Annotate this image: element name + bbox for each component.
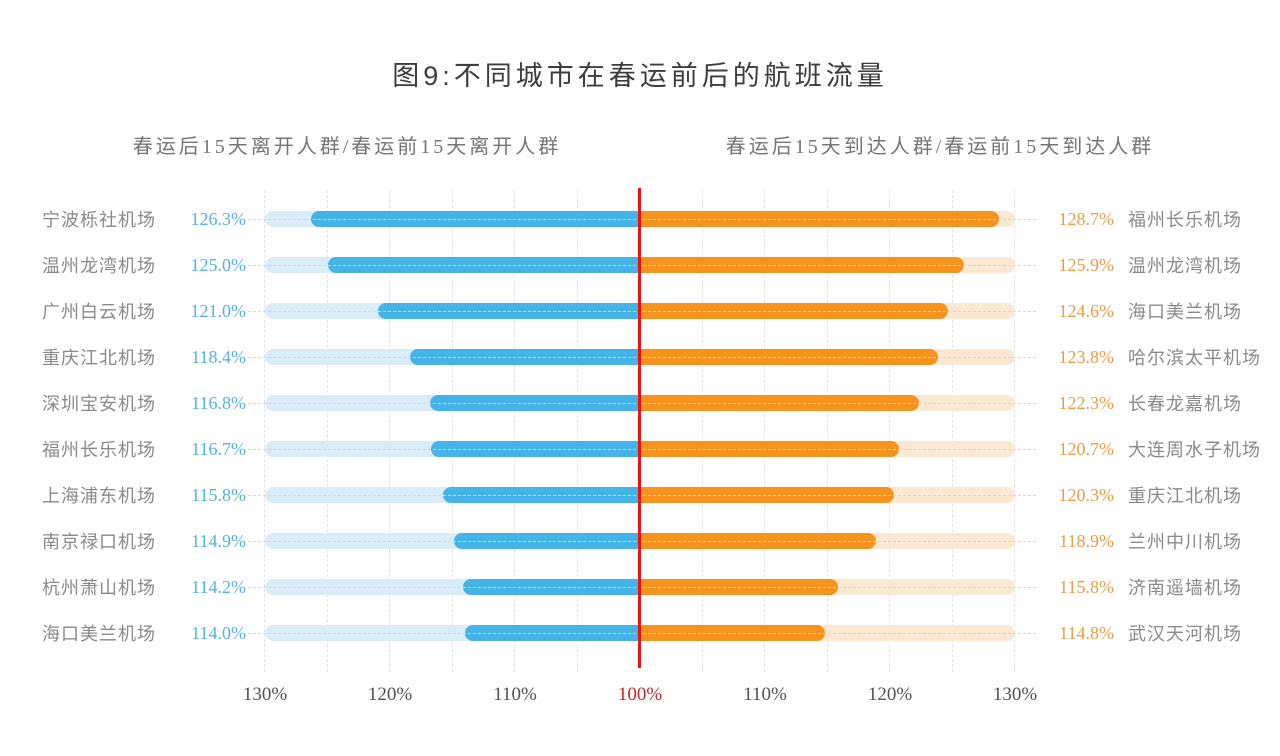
chart-row: 广州白云机场 121.0% 124.6% 海口美兰机场 (0, 288, 1280, 334)
left-value-label: 121.0% (190, 300, 247, 321)
right-value-label: 120.3% (1058, 484, 1115, 505)
left-airport-label: 广州白云机场 (42, 302, 156, 322)
chart-row: 福州长乐机场 116.7% 120.7% 大连周水子机场 (0, 426, 1280, 472)
left-value-label: 125.0% (190, 254, 247, 275)
right-value-label: 125.9% (1058, 254, 1115, 275)
chart-row: 上海浦东机场 115.8% 120.3% 重庆江北机场 (0, 472, 1280, 518)
right-airport-label: 重庆江北机场 (1128, 486, 1242, 506)
left-value-label: 116.7% (191, 438, 246, 459)
left-airport-label: 深圳宝安机场 (42, 394, 156, 414)
x-axis-tick: 120% (367, 684, 413, 705)
right-value-label: 122.3% (1058, 392, 1115, 413)
chart-row: 宁波栎社机场 126.3% 128.7% 福州长乐机场 (0, 196, 1280, 242)
chart-row: 重庆江北机场 118.4% 123.8% 哈尔滨太平机场 (0, 334, 1280, 380)
row-guide-dashed-line (248, 357, 1036, 358)
x-axis-tick: 110% (743, 684, 787, 705)
chart-row: 南京禄口机场 114.9% 118.9% 兰州中川机场 (0, 518, 1280, 564)
left-airport-label: 宁波栎社机场 (42, 210, 156, 230)
left-airport-label: 重庆江北机场 (42, 348, 156, 368)
row-guide-dashed-line (248, 219, 1036, 220)
left-value-label: 126.3% (190, 208, 247, 229)
right-airport-label: 福州长乐机场 (1128, 210, 1242, 230)
row-guide-dashed-line (248, 633, 1036, 634)
gridline (951, 190, 953, 672)
left-series-subtitle: 春运后15天离开人群/春运前15天离开人群 (132, 136, 562, 158)
right-series-subtitle: 春运后15天到达人群/春运前15天到达人群 (725, 136, 1155, 158)
right-airport-label: 济南遥墙机场 (1128, 578, 1242, 598)
x-axis-tick: 130% (242, 684, 288, 705)
row-guide-dashed-line (248, 449, 1036, 450)
x-axis-tick: 120% (867, 684, 913, 705)
chart-rows: 宁波栎社机场 126.3% 128.7% 福州长乐机场 温州龙湾机场 125.0… (0, 196, 1280, 656)
gridline (451, 190, 453, 672)
chart-row: 海口美兰机场 114.0% 114.8% 武汉天河机场 (0, 610, 1280, 656)
gridline (514, 190, 515, 672)
gridline (389, 190, 390, 672)
gridline (264, 190, 265, 672)
chart-title: 图9:不同城市在春运前后的航班流量 (392, 61, 888, 91)
left-value-label: 114.2% (191, 576, 246, 597)
right-value-label: 118.9% (1059, 530, 1114, 551)
x-axis-tick: 130% (992, 684, 1038, 705)
right-value-label: 123.8% (1058, 346, 1115, 367)
left-value-label: 115.8% (191, 484, 246, 505)
tornado-chart: 宁波栎社机场 126.3% 128.7% 福州长乐机场 温州龙湾机场 125.0… (0, 188, 1280, 672)
row-guide-dashed-line (248, 265, 1036, 266)
gridline (764, 190, 765, 672)
x-axis-tick-center: 100% (617, 684, 663, 705)
right-airport-label: 兰州中川机场 (1128, 532, 1242, 552)
gridline (701, 190, 703, 672)
left-airport-label: 上海浦东机场 (42, 486, 156, 506)
row-guide-dashed-line (248, 403, 1036, 404)
left-value-label: 114.0% (191, 622, 246, 643)
left-value-label: 114.9% (191, 530, 246, 551)
left-airport-label: 海口美兰机场 (42, 624, 156, 644)
chart-row: 深圳宝安机场 116.8% 122.3% 长春龙嘉机场 (0, 380, 1280, 426)
chart-row: 温州龙湾机场 125.0% 125.9% 温州龙湾机场 (0, 242, 1280, 288)
right-airport-label: 温州龙湾机场 (1128, 256, 1242, 276)
left-airport-label: 南京禄口机场 (42, 532, 156, 552)
row-guide-dashed-line (248, 311, 1036, 312)
x-axis-tick: 110% (493, 684, 537, 705)
gridline (826, 190, 828, 672)
right-value-label: 128.7% (1058, 208, 1115, 229)
right-airport-label: 长春龙嘉机场 (1128, 394, 1242, 414)
right-value-label: 120.7% (1058, 438, 1115, 459)
right-value-label: 124.6% (1058, 300, 1115, 321)
x-axis: 130% 120% 110% 100% 110% 120% 130% (0, 684, 1280, 710)
center-reference-line-100pct (638, 188, 641, 668)
gridline (326, 190, 328, 672)
left-airport-label: 福州长乐机场 (42, 440, 156, 460)
gridline (1014, 190, 1015, 672)
left-airport-label: 杭州萧山机场 (42, 578, 156, 598)
right-value-label: 114.8% (1059, 622, 1114, 643)
row-guide-dashed-line (248, 541, 1036, 542)
gridline (576, 190, 578, 672)
gridline (889, 190, 890, 672)
right-value-label: 115.8% (1059, 576, 1114, 597)
left-value-label: 118.4% (191, 346, 246, 367)
row-guide-dashed-line (248, 495, 1036, 496)
row-guide-dashed-line (248, 587, 1036, 588)
left-value-label: 116.8% (191, 392, 246, 413)
left-airport-label: 温州龙湾机场 (42, 256, 156, 276)
right-airport-label: 武汉天河机场 (1128, 624, 1242, 644)
right-airport-label: 哈尔滨太平机场 (1128, 348, 1261, 368)
right-airport-label: 大连周水子机场 (1128, 440, 1261, 460)
right-airport-label: 海口美兰机场 (1128, 302, 1242, 322)
chart-row: 杭州萧山机场 114.2% 115.8% 济南遥墙机场 (0, 564, 1280, 610)
